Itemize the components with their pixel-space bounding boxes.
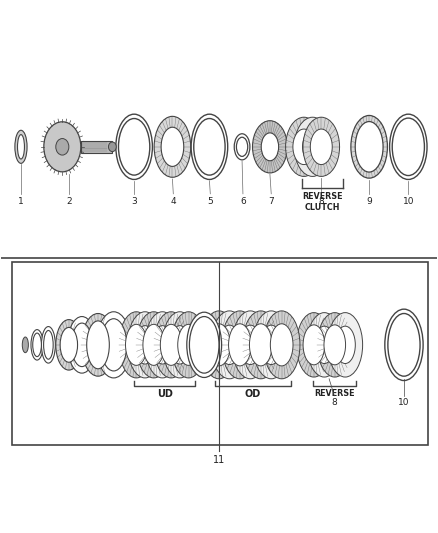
Ellipse shape <box>263 311 300 379</box>
Ellipse shape <box>286 117 322 176</box>
Ellipse shape <box>31 329 43 360</box>
Ellipse shape <box>355 122 383 172</box>
Ellipse shape <box>56 139 69 155</box>
Ellipse shape <box>390 114 427 180</box>
Ellipse shape <box>385 309 423 381</box>
Text: 2: 2 <box>66 197 72 206</box>
Ellipse shape <box>162 312 197 378</box>
Ellipse shape <box>388 313 420 376</box>
Ellipse shape <box>314 326 335 364</box>
Ellipse shape <box>178 325 199 365</box>
Text: OD: OD <box>244 389 261 399</box>
Ellipse shape <box>161 127 184 166</box>
Ellipse shape <box>392 118 424 175</box>
Ellipse shape <box>109 142 116 151</box>
Ellipse shape <box>294 117 331 176</box>
Ellipse shape <box>22 337 28 353</box>
Ellipse shape <box>170 326 190 364</box>
Ellipse shape <box>324 325 346 365</box>
Ellipse shape <box>135 326 155 364</box>
Ellipse shape <box>211 311 248 379</box>
Ellipse shape <box>250 324 272 366</box>
Ellipse shape <box>145 312 180 378</box>
Ellipse shape <box>87 321 110 369</box>
Ellipse shape <box>81 313 115 376</box>
Ellipse shape <box>101 319 127 371</box>
Bar <box>81 141 113 153</box>
Ellipse shape <box>33 333 42 357</box>
Ellipse shape <box>222 311 258 379</box>
Ellipse shape <box>60 327 78 362</box>
Ellipse shape <box>143 325 165 365</box>
Ellipse shape <box>42 327 55 363</box>
Text: 10: 10 <box>398 398 410 407</box>
Ellipse shape <box>201 311 237 379</box>
Ellipse shape <box>253 120 287 173</box>
Ellipse shape <box>335 326 355 364</box>
Ellipse shape <box>318 313 352 377</box>
Ellipse shape <box>237 137 248 156</box>
Ellipse shape <box>229 324 251 366</box>
Ellipse shape <box>232 311 268 379</box>
Ellipse shape <box>240 325 261 365</box>
Text: 5: 5 <box>208 197 213 206</box>
Ellipse shape <box>171 312 206 378</box>
Ellipse shape <box>96 312 131 378</box>
Ellipse shape <box>118 118 150 175</box>
Ellipse shape <box>219 325 240 365</box>
Ellipse shape <box>18 135 25 159</box>
Ellipse shape <box>67 317 96 373</box>
Text: REVERSE
CLUTCH: REVERSE CLUTCH <box>302 192 343 212</box>
Ellipse shape <box>253 311 290 379</box>
Ellipse shape <box>152 326 173 364</box>
Ellipse shape <box>154 116 191 177</box>
Ellipse shape <box>303 131 323 163</box>
Ellipse shape <box>160 325 182 365</box>
Text: 9: 9 <box>366 197 372 206</box>
Text: 11: 11 <box>213 455 225 465</box>
Ellipse shape <box>56 320 82 370</box>
Text: 6: 6 <box>240 197 246 206</box>
Ellipse shape <box>127 312 162 378</box>
Ellipse shape <box>303 325 325 365</box>
Ellipse shape <box>136 312 171 378</box>
Text: REVERSE: REVERSE <box>314 389 355 398</box>
Ellipse shape <box>351 116 388 178</box>
Ellipse shape <box>293 129 315 165</box>
Ellipse shape <box>234 134 250 160</box>
Text: UD: UD <box>157 389 173 399</box>
Text: 1: 1 <box>18 197 24 206</box>
Ellipse shape <box>71 323 92 367</box>
Ellipse shape <box>261 133 279 161</box>
Ellipse shape <box>328 313 363 377</box>
Ellipse shape <box>191 114 228 180</box>
Text: 4: 4 <box>170 197 176 206</box>
Text: 3: 3 <box>131 197 137 206</box>
Ellipse shape <box>126 325 147 365</box>
Text: 8: 8 <box>332 398 337 407</box>
Text: 8: 8 <box>318 197 324 206</box>
Ellipse shape <box>270 324 293 366</box>
Ellipse shape <box>310 129 332 165</box>
Bar <box>12 262 428 445</box>
Ellipse shape <box>119 312 154 378</box>
Text: 10: 10 <box>403 197 414 206</box>
Text: 7: 7 <box>268 197 274 206</box>
Ellipse shape <box>44 330 53 359</box>
Ellipse shape <box>297 313 331 377</box>
Ellipse shape <box>307 313 342 377</box>
Ellipse shape <box>261 325 282 365</box>
Ellipse shape <box>15 130 27 163</box>
Ellipse shape <box>154 312 188 378</box>
Ellipse shape <box>208 324 230 366</box>
Ellipse shape <box>189 317 219 373</box>
Ellipse shape <box>303 117 339 176</box>
Ellipse shape <box>44 122 81 172</box>
Ellipse shape <box>187 312 222 377</box>
Ellipse shape <box>194 118 225 175</box>
Ellipse shape <box>116 114 152 180</box>
Ellipse shape <box>243 311 279 379</box>
